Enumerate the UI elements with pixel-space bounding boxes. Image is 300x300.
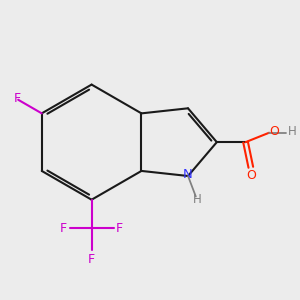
Text: H: H: [287, 125, 296, 138]
Text: N: N: [183, 168, 193, 181]
Text: F: F: [60, 222, 67, 235]
Text: F: F: [116, 222, 123, 235]
Text: H: H: [193, 193, 201, 206]
Text: O: O: [246, 169, 256, 182]
Text: O: O: [270, 125, 280, 138]
Text: F: F: [14, 92, 21, 105]
Text: F: F: [88, 253, 95, 266]
